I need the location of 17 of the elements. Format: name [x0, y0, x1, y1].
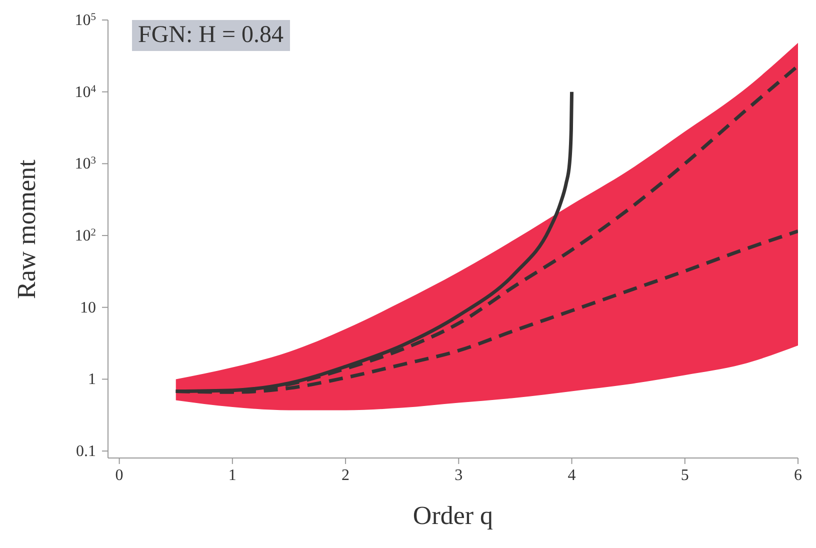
x-tick-label: 6: [794, 467, 802, 484]
x-tick-label: 1: [228, 467, 236, 484]
y-tick-label: 1: [88, 371, 96, 388]
y-tick-label: 10: [80, 299, 96, 316]
x-tick-label: 0: [115, 467, 124, 484]
x-tick-label: 5: [680, 467, 689, 484]
y-tick-label: 10$^{5}$: [74, 12, 96, 29]
x-tick-label: 4: [568, 467, 576, 484]
x-tick-label: 2: [342, 467, 350, 484]
chart-title: FGN: H = 0.84: [132, 20, 290, 51]
x-tick-label: 3: [454, 467, 463, 484]
y-tick-label: 10$^{3}$: [74, 155, 96, 173]
y-axis-title: Raw moment: [12, 158, 42, 299]
y-tick-label: 10$^{4}$: [74, 83, 97, 101]
y-tick-label: 0.1: [76, 443, 96, 460]
y-tick-label: 10$^{2}$: [74, 227, 96, 245]
x-axis-title: Order q: [412, 501, 494, 530]
